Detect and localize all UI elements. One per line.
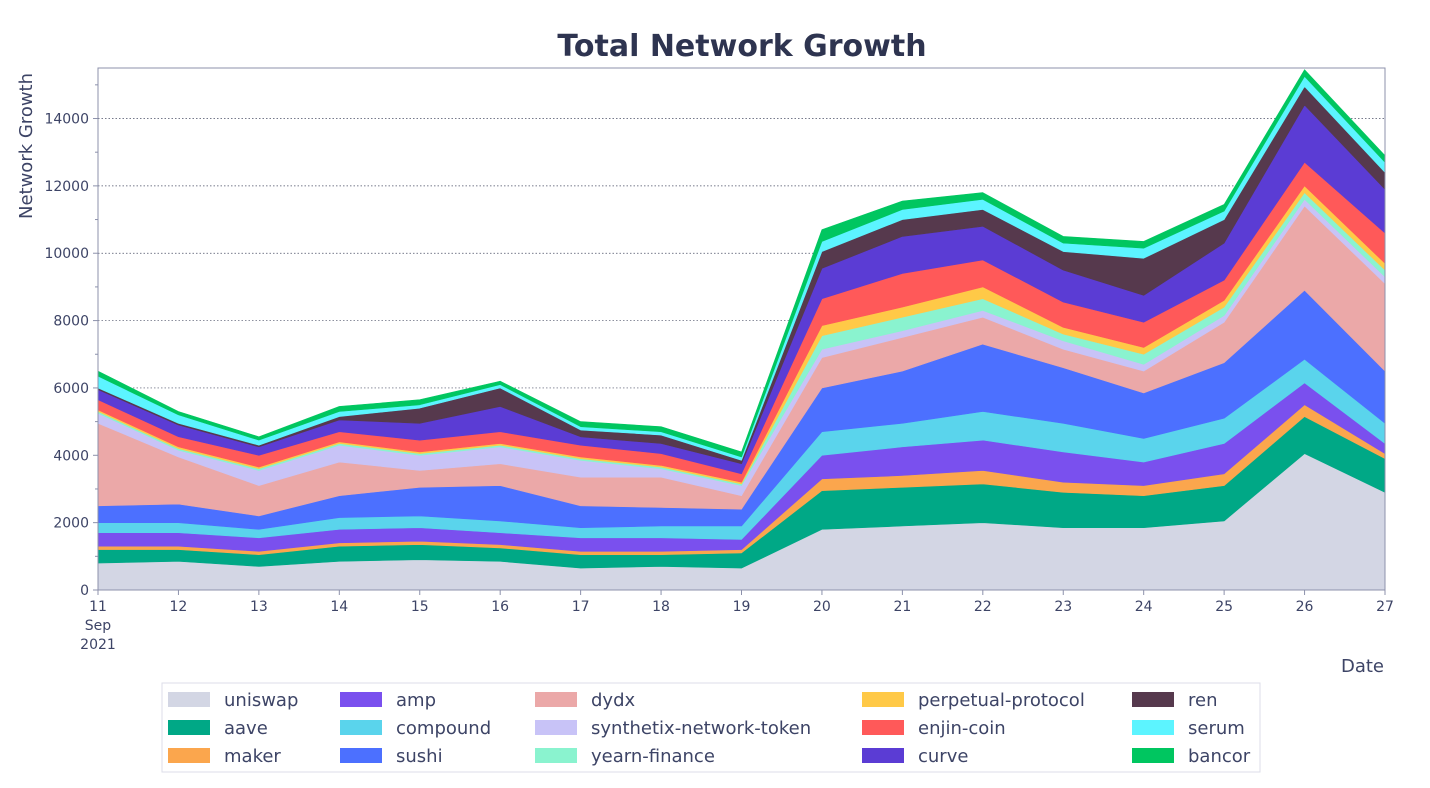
legend-swatch-enjin-coin [862, 720, 904, 735]
legend-label-enjin-coin: enjin-coin [918, 718, 1006, 739]
legend-label-compound: compound [396, 718, 491, 739]
legend-label-maker: maker [224, 746, 281, 767]
y-tick-label: 6000 [53, 381, 89, 397]
legend-label-serum: serum [1188, 718, 1245, 739]
legend-label-amp: amp [396, 690, 436, 711]
legend-label-bancor: bancor [1188, 746, 1251, 767]
legend-label-dydx: dydx [591, 690, 636, 711]
legend-swatch-dydx [535, 692, 577, 707]
legend: uniswap aave maker amp compound sushi dydx synt… [161, 682, 1261, 773]
x-tick-label: 24 [1135, 599, 1153, 615]
x-tick-label: 16 [491, 599, 509, 615]
y-tick-label: 2000 [53, 516, 89, 532]
x-tick-label: 21 [893, 599, 911, 615]
x-tick-label: 20 [813, 599, 831, 615]
x-tick-label: 27 [1376, 599, 1394, 615]
x-tick-label: 11 [89, 599, 107, 615]
x-tick-label: 14 [330, 599, 348, 615]
legend-label-synthetix-network-token: synthetix-network-token [591, 718, 811, 739]
y-axis-label: Network Growth [16, 73, 37, 219]
legend-swatch-serum [1132, 720, 1174, 735]
x-tick-label: 15 [411, 599, 429, 615]
x-tick-label: 17 [572, 599, 590, 615]
legend-swatch-bancor [1132, 748, 1174, 763]
y-tick-label: 10000 [44, 246, 89, 262]
x-tick-sublabel: Sep [85, 618, 112, 634]
legend-swatch-sushi [340, 748, 382, 763]
legend-swatch-maker [168, 748, 210, 763]
y-tick-label: 0 [80, 583, 89, 599]
y-tick-label: 12000 [44, 179, 89, 195]
x-tick-label: 25 [1215, 599, 1233, 615]
legend-label-perpetual-protocol: perpetual-protocol [918, 690, 1085, 711]
legend-label-curve: curve [918, 746, 968, 767]
legend-swatch-curve [862, 748, 904, 763]
legend-swatch-amp [340, 692, 382, 707]
x-tick-label: 23 [1054, 599, 1072, 615]
legend-swatch-uniswap [168, 692, 210, 707]
x-tick-label: 18 [652, 599, 670, 615]
legend-label-yearn-finance: yearn-finance [591, 746, 715, 767]
x-tick-label: 19 [733, 599, 751, 615]
chart-title: Total Network Growth [557, 29, 926, 64]
legend-swatch-compound [340, 720, 382, 735]
legend-swatch-yearn-finance [535, 748, 577, 763]
x-tick-sublabel: 2021 [80, 637, 116, 653]
y-tick-label: 8000 [53, 314, 89, 330]
legend-label-sushi: sushi [396, 746, 443, 767]
legend-swatch-ren [1132, 692, 1174, 707]
legend-label-uniswap: uniswap [224, 690, 298, 711]
x-tick-label: 26 [1296, 599, 1314, 615]
y-tick-label: 4000 [53, 448, 89, 464]
y-tick-label: 14000 [44, 112, 89, 128]
legend-swatch-perpetual-protocol [862, 692, 904, 707]
legend-swatch-synthetix-network-token [535, 720, 577, 735]
legend-swatch-aave [168, 720, 210, 735]
legend-label-ren: ren [1188, 690, 1218, 711]
x-tick-label: 22 [974, 599, 992, 615]
x-tick-label: 13 [250, 599, 268, 615]
x-axis: 11 12 13 14 15 16 17 18 19 20 21 22 23 24 25 26 27Sep202… [80, 590, 1394, 653]
stacked-areas [97, 69, 1386, 591]
y-axis: 0 2000 4000 6000 8000 10000 12000 14000 [44, 84, 98, 599]
legend-label-aave: aave [224, 718, 268, 739]
x-axis-label: Date [1341, 656, 1384, 677]
x-tick-label: 12 [170, 599, 188, 615]
